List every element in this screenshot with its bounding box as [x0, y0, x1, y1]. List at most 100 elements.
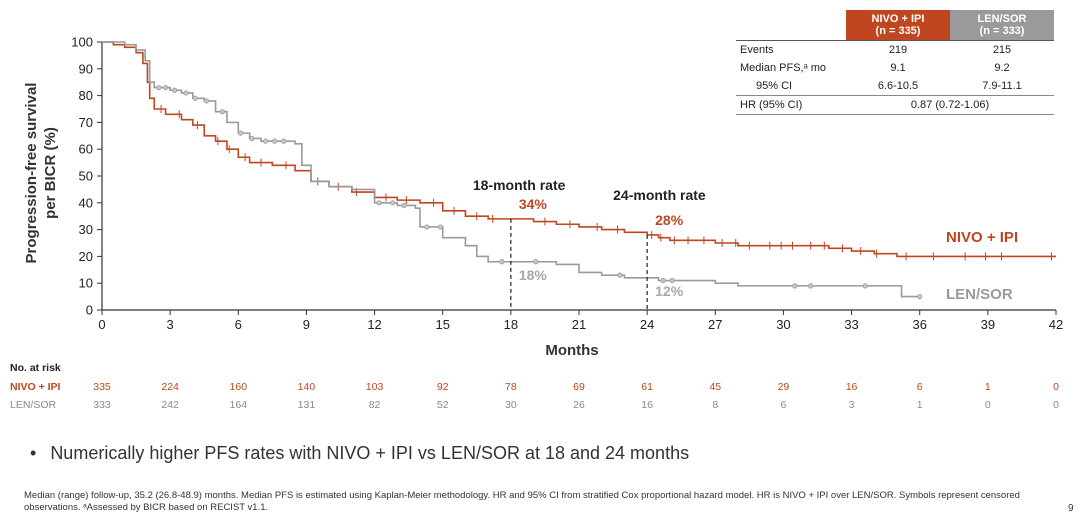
risk-value: 8	[712, 399, 719, 411]
y-tick-label: 50	[79, 169, 93, 184]
x-tick-label: 33	[844, 317, 858, 332]
risk-value: 29	[777, 381, 790, 393]
risk-value: 140	[297, 381, 316, 393]
y-tick-label: 10	[79, 276, 93, 291]
censor-mark-len	[669, 277, 675, 284]
legend-nivo-label: NIVO + IPI	[946, 229, 1018, 246]
rate-value-len: 12%	[655, 283, 684, 299]
censor-mark-len	[219, 109, 225, 115]
bullet-dot: •	[30, 443, 37, 463]
risk-value: 0	[1053, 381, 1059, 393]
events-len: 215	[950, 40, 1054, 59]
risk-value: 164	[229, 399, 248, 411]
rate-annotations: 18-month rate 34% 18% 24-month rate 28% 12%	[473, 177, 706, 310]
censor-mark-len	[249, 135, 255, 142]
rate-title: 18-month rate	[473, 177, 566, 193]
risk-value: 333	[93, 399, 111, 411]
censor-mark-len	[262, 138, 269, 144]
x-tick-label: 3	[167, 317, 174, 332]
rate-value-nivo: 28%	[655, 212, 684, 228]
risk-value: 1	[916, 399, 923, 411]
censor-mark-len	[660, 277, 666, 284]
key-point-text: Numerically higher PFS rates with NIVO +…	[50, 443, 690, 463]
risk-label-nivo: NIVO + IPI	[10, 381, 61, 393]
y-tick-label: 30	[79, 222, 93, 237]
risk-row-nivo: NIVO + IPI 335 224 160 140 103 92 78 69 61 45 29 16…	[0, 381, 1080, 395]
table-header-len: LEN/SOR (n = 333)	[950, 10, 1054, 41]
header-len-n: (n = 333)	[979, 25, 1025, 37]
censor-mark-len	[862, 283, 868, 289]
y-tick-label: 100	[71, 35, 93, 50]
header-nivo-n: (n = 335)	[875, 25, 921, 37]
censor-mark-len	[156, 84, 162, 91]
y-tick-label: 90	[79, 61, 93, 76]
risk-value: 0	[1053, 399, 1059, 411]
censor-mark-len	[424, 224, 430, 230]
x-tick-label: 30	[776, 317, 790, 332]
censor-mark-len	[390, 200, 396, 206]
x-tick-label: 6	[235, 317, 242, 332]
x-tick-label: 42	[1049, 317, 1063, 332]
rate-title: 24-month rate	[613, 187, 706, 203]
page-number: 9	[1068, 503, 1074, 514]
table-row: Events 219 215	[736, 40, 1054, 59]
risk-value: 160	[229, 381, 248, 393]
header-nivo-name: NIVO + IPI	[871, 13, 925, 25]
x-tick-label: 12	[367, 317, 381, 332]
censor-mark-len	[272, 138, 278, 144]
risk-label-len: LEN/SOR	[10, 399, 57, 411]
risk-value: 52	[436, 399, 449, 411]
hr-value: 0.87 (0.72-1.06)	[846, 95, 1054, 115]
risk-value: 3	[848, 399, 855, 411]
row-label-events: Events	[736, 40, 846, 59]
risk-value: 335	[93, 381, 111, 393]
y-axis-title-line2: per BICR (%)	[42, 127, 59, 219]
censor-mark-len	[172, 87, 178, 93]
risk-value: 69	[573, 381, 585, 393]
censor-mark-len	[401, 202, 407, 209]
risk-value: 30	[505, 399, 517, 411]
x-tick-label: 0	[98, 317, 105, 332]
x-tick-label: 27	[708, 317, 722, 332]
x-tick-label: 36	[912, 317, 926, 332]
x-tick-label: 24	[640, 317, 654, 332]
events-nivo: 219	[846, 40, 950, 59]
censor-mark-len	[499, 259, 505, 265]
risk-value: 45	[709, 381, 722, 393]
y-tick-label: 70	[79, 115, 93, 130]
censor-mark-len	[192, 95, 198, 101]
risk-value: 26	[573, 399, 585, 411]
row-label-median-pfs: Median PFS,ᵃ mo	[740, 62, 827, 74]
risk-value: 0	[984, 399, 991, 411]
risk-value: 6	[916, 381, 923, 393]
censor-mark-len	[917, 293, 923, 300]
risk-value: 131	[297, 399, 316, 411]
risk-value: 92	[436, 381, 449, 393]
rate-value-len: 18%	[519, 267, 548, 283]
risk-value: 16	[641, 399, 653, 411]
km-curves	[102, 41, 1056, 300]
y-tick-label: 20	[79, 249, 93, 264]
risk-value: 242	[161, 399, 179, 411]
series-line-len	[102, 41, 920, 298]
table-row: HR (95% CI) 0.87 (0.72-1.06)	[736, 95, 1054, 115]
x-tick-label: 39	[981, 317, 995, 332]
ci-nivo: 6.6-10.5	[846, 77, 950, 96]
risk-value: 1	[984, 381, 991, 393]
risk-value: 224	[161, 381, 179, 393]
x-tick-label: 18	[504, 317, 518, 332]
censor-mark-len	[792, 283, 798, 289]
table-header-nivo: NIVO + IPI (n = 335)	[846, 10, 950, 41]
y-tick-label: 0	[86, 303, 93, 318]
censor-mark-len	[237, 130, 244, 136]
row-label-hr: HR (95% CI)	[736, 95, 846, 115]
censor-mark-len	[533, 259, 539, 265]
censor-mark-len	[203, 98, 210, 104]
risk-value: 61	[641, 381, 653, 393]
median-len: 9.2	[994, 62, 1010, 74]
table-corner	[736, 10, 846, 41]
risk-row-len: LEN/SOR 333 242 164 131 82 52 30 26 16 8 6 3 1 0 0	[0, 399, 1080, 413]
median-nivo: 9.1	[890, 62, 906, 74]
y-tick-label: 80	[79, 88, 93, 103]
y-tick-label: 40	[79, 195, 93, 210]
